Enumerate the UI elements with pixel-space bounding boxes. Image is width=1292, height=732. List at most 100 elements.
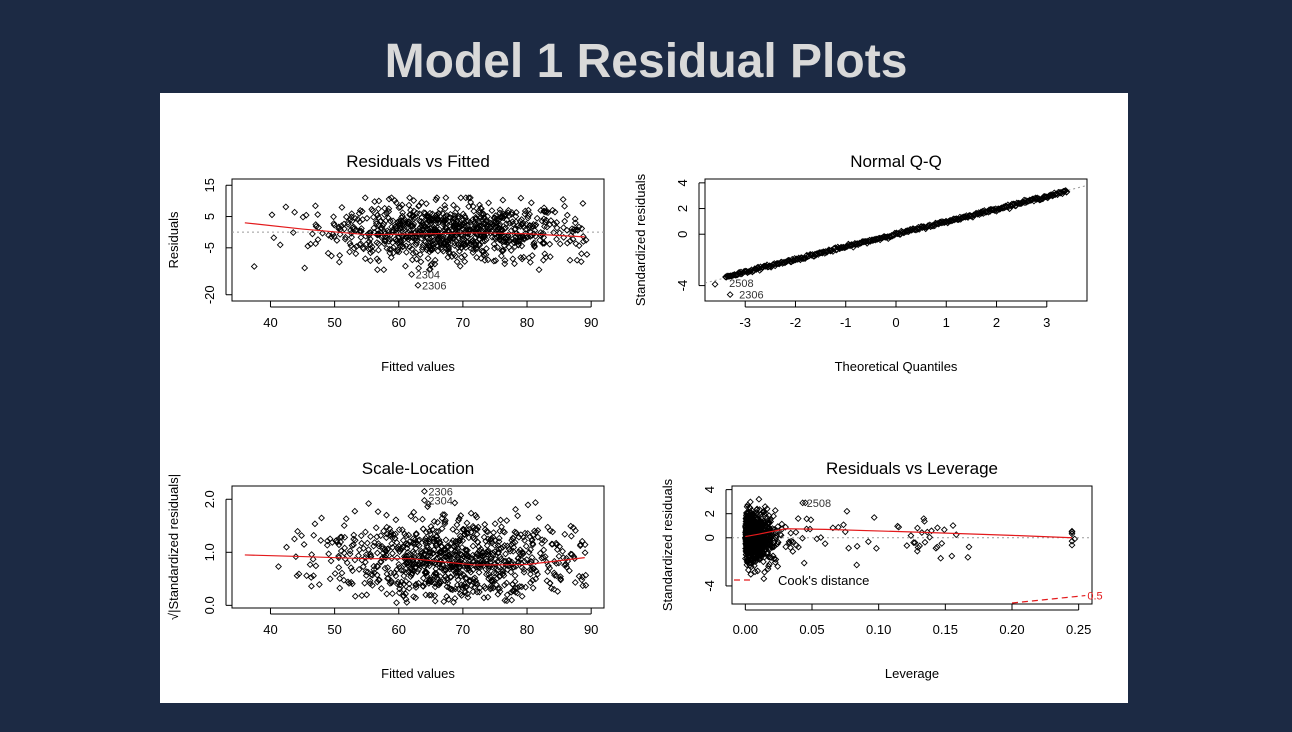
- data-point: [393, 554, 401, 562]
- data-point: [507, 246, 515, 254]
- data-point: [438, 525, 446, 532]
- data-point: [496, 553, 504, 561]
- data-point: [512, 233, 520, 241]
- data-point: [477, 205, 485, 213]
- data-point: [542, 216, 550, 224]
- data-point: [373, 578, 381, 586]
- data-point: [555, 552, 563, 560]
- data-point: [380, 211, 388, 219]
- data-point: [1068, 527, 1076, 535]
- data-point: [444, 228, 452, 235]
- data-point: [324, 537, 331, 545]
- data-point: [424, 239, 432, 247]
- data-point: [711, 280, 719, 288]
- data-point: [579, 199, 587, 207]
- data-point: [468, 240, 475, 248]
- data-point: [920, 515, 928, 523]
- data-point: [318, 514, 326, 522]
- data-point: [351, 214, 359, 222]
- data-point: [429, 576, 437, 584]
- y-axis-label: Standardized residuals: [633, 173, 648, 306]
- data-point: [289, 229, 297, 236]
- data-point: [439, 511, 447, 519]
- data-point: [579, 573, 586, 581]
- data-point: [300, 541, 308, 548]
- data-point: [440, 598, 448, 606]
- data-point: [459, 237, 467, 245]
- data-point: [544, 568, 552, 576]
- data-point: [466, 194, 474, 202]
- data-point: [472, 240, 480, 248]
- data-point: [578, 537, 586, 545]
- data-point: [498, 237, 505, 244]
- data-point: [563, 563, 571, 571]
- data-point: [425, 560, 433, 568]
- data-point: [451, 585, 459, 593]
- data-point: [756, 554, 764, 562]
- data-point: [450, 229, 458, 237]
- data-point: [884, 235, 892, 243]
- data-point: [745, 512, 753, 520]
- data-point: [520, 234, 528, 242]
- data-point: [422, 528, 430, 536]
- data-point: [392, 516, 400, 524]
- data-point: [792, 528, 800, 536]
- data-point: [360, 245, 368, 253]
- data-point: [370, 542, 378, 550]
- data-point: [458, 253, 465, 261]
- data-point: [328, 252, 335, 260]
- data-point: [446, 563, 454, 571]
- data-point: [501, 260, 509, 268]
- data-point: [571, 219, 579, 227]
- point-label: 2306: [428, 486, 452, 498]
- data-point: [514, 238, 522, 246]
- data-point: [412, 241, 420, 249]
- data-point: [549, 528, 557, 536]
- data-point: [469, 588, 477, 596]
- data-point: [419, 582, 427, 590]
- x-tick-label: 3: [1043, 315, 1050, 330]
- data-point: [495, 534, 503, 542]
- data-point: [528, 252, 536, 259]
- data-point: [365, 229, 373, 237]
- data-point: [501, 211, 509, 219]
- data-point: [474, 523, 482, 531]
- data-point: [768, 542, 776, 550]
- data-point: [507, 588, 515, 596]
- data-point: [460, 572, 468, 579]
- data-point: [432, 196, 440, 204]
- data-point: [388, 554, 396, 562]
- data-point: [514, 559, 522, 567]
- data-point: [480, 594, 488, 602]
- data-point: [494, 542, 502, 550]
- data-point: [377, 585, 385, 592]
- data-point: [579, 582, 587, 590]
- data-point: [311, 520, 319, 528]
- data-point: [421, 569, 429, 577]
- data-point: [461, 212, 469, 220]
- data-point: [746, 558, 754, 566]
- data-point: [551, 571, 558, 579]
- data-point: [384, 575, 391, 583]
- data-point: [579, 238, 587, 245]
- data-point: [491, 537, 499, 545]
- data-point: [412, 594, 420, 602]
- data-point: [578, 250, 585, 258]
- data-point: [441, 511, 449, 519]
- data-point: [477, 551, 485, 559]
- data-point: [366, 580, 374, 588]
- data-point: [412, 515, 419, 523]
- data-point: [383, 245, 391, 252]
- data-point: [570, 225, 578, 233]
- data-point: [546, 221, 554, 228]
- data-point: [394, 239, 402, 247]
- data-point: [512, 212, 520, 220]
- data-point: [491, 244, 498, 252]
- data-point: [749, 511, 757, 519]
- data-point: [490, 529, 497, 537]
- plot-1: [225, 178, 605, 308]
- data-point: [481, 237, 489, 245]
- data-point: [800, 559, 808, 567]
- data-point: [348, 213, 355, 221]
- data-point: [413, 233, 420, 240]
